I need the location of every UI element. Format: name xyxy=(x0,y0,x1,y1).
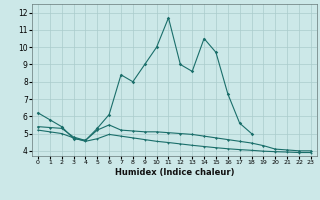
X-axis label: Humidex (Indice chaleur): Humidex (Indice chaleur) xyxy=(115,168,234,177)
